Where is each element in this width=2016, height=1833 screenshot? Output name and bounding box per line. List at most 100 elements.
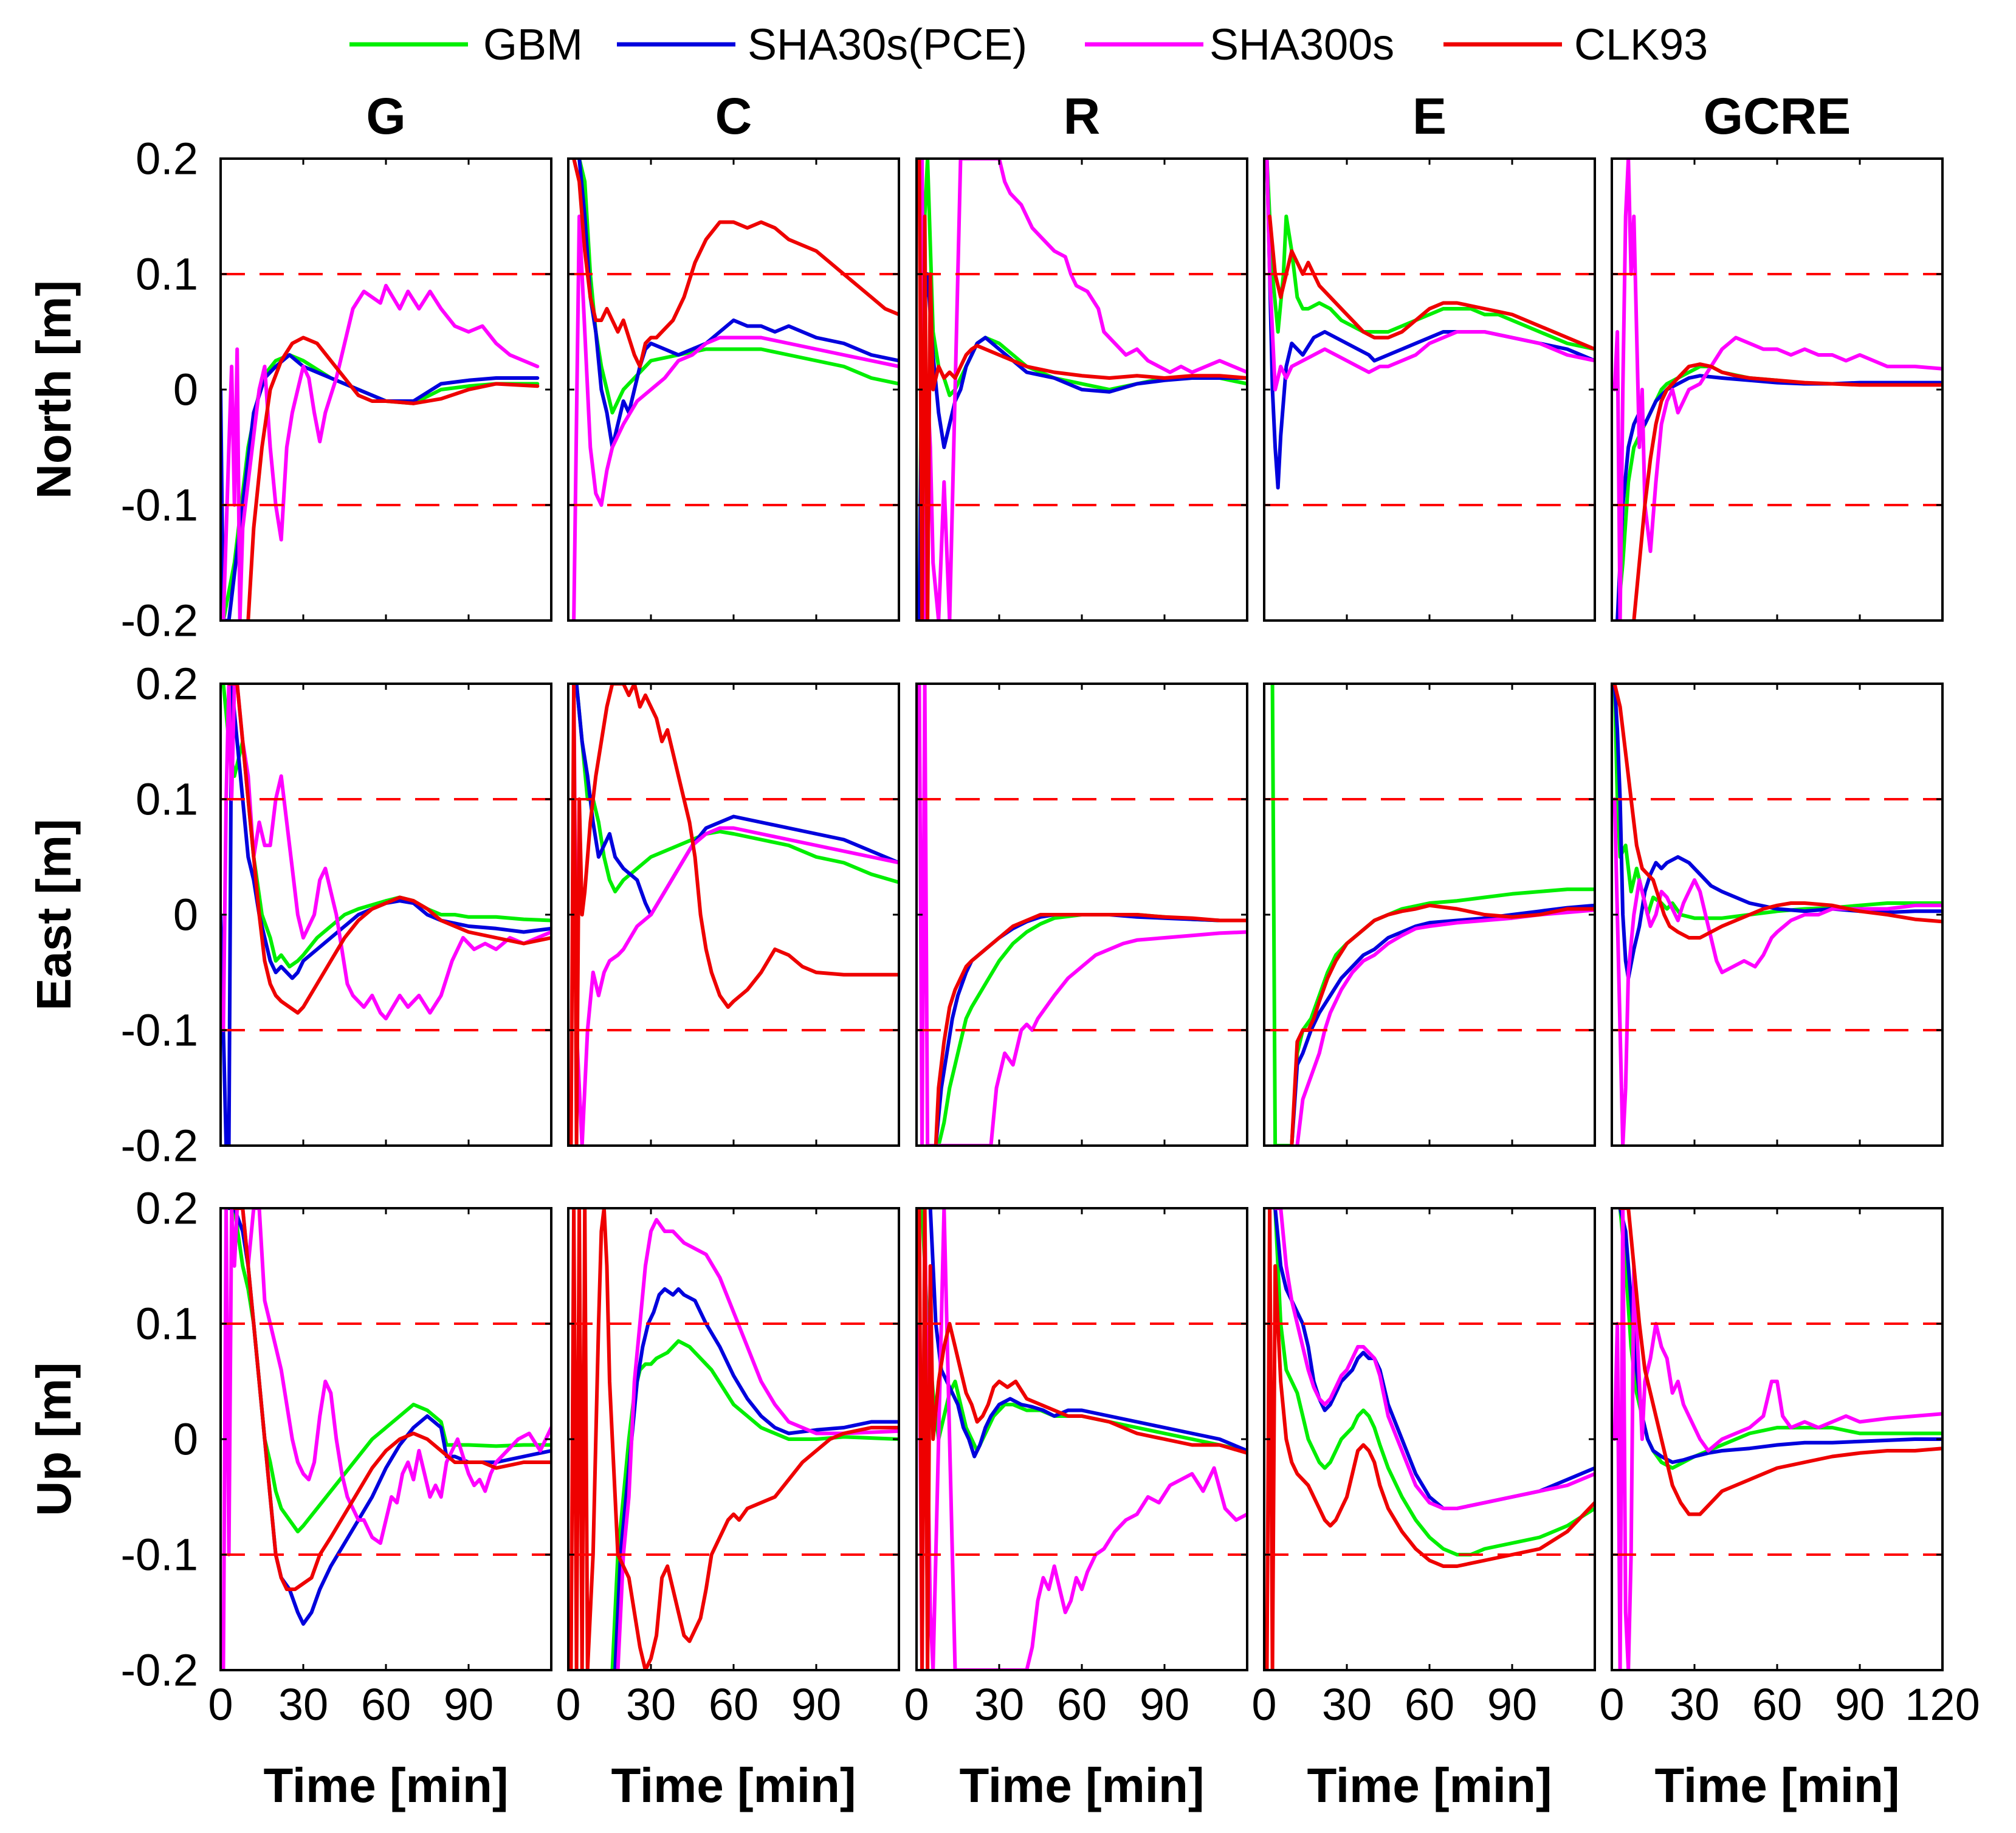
series-line-sha30s-pce- [928, 1208, 1247, 1459]
x-axis-title: Time [min] [1307, 1758, 1552, 1812]
y-tick-label: -0.2 [120, 1645, 198, 1696]
x-axis-labels: Time [min] Time [min] Time [min] Time [min]… [263, 1758, 1899, 1812]
x-tick-label: 90 [1835, 1679, 1885, 1730]
x-tick-label: 0 [1251, 1679, 1276, 1730]
series-line-sha300s [920, 159, 1247, 621]
panel-east-c [567, 683, 900, 1147]
plot-area [1612, 684, 1942, 1146]
series-line-clk93 [917, 1208, 1247, 1670]
panel-east-gcre [1611, 683, 1944, 1147]
panel-frame [219, 1207, 552, 1671]
row-labels: North [m] East [m] Up [m] [27, 280, 81, 1516]
x-axis-title: Time [min] [959, 1758, 1204, 1812]
series-line-gbm [1265, 159, 1595, 351]
column-title-gcre: GCRE [1704, 88, 1851, 145]
plot-area [1612, 159, 1942, 621]
series-line-clk93 [1632, 362, 1942, 621]
y-tick-label: 0.2 [136, 134, 198, 184]
panel-north-c [567, 157, 900, 622]
column-title-g: G [366, 88, 405, 145]
panel-up-r [915, 1207, 1248, 1671]
series-line-sha30s-pce- [1615, 374, 1942, 621]
x-tick-label: 90 [791, 1679, 841, 1730]
panel-up-c [567, 1207, 900, 1671]
series-line-gbm [920, 1208, 1247, 1453]
series-line-sha30s-pce- [1265, 159, 1595, 490]
series-line-sha300s [572, 684, 899, 1146]
plot-area [1264, 159, 1595, 506]
legend-item-sha300s: SHA300s [1085, 21, 1394, 69]
x-tick-label: 60 [1752, 1679, 1802, 1730]
x-tick-label: 0 [556, 1679, 580, 1730]
legend-label: SHA30s(PCE) [748, 21, 1027, 69]
column-title-r: R [1064, 88, 1101, 145]
plot-area [221, 684, 551, 1146]
x-tick-label: 60 [361, 1679, 411, 1730]
panels [219, 157, 1944, 1671]
series-line-sha300s [1295, 908, 1595, 1146]
y-tick-label: -0.2 [120, 596, 198, 646]
series-line-sha30s-pce- [1290, 903, 1595, 1146]
x-tick-label: 90 [1487, 1679, 1537, 1730]
series-line-sha30s-pce- [577, 159, 899, 449]
plot-area [917, 159, 1247, 621]
plot-area [568, 1208, 899, 1670]
series-line-clk93 [934, 913, 1247, 1146]
panel-north-e [1263, 157, 1596, 622]
series-line-gbm [1618, 1208, 1942, 1470]
plot-area [1612, 1208, 1942, 1670]
series-line-sha300s [572, 215, 899, 621]
x-tick-label: 60 [1405, 1679, 1454, 1730]
x-tick-label: 90 [1140, 1679, 1189, 1730]
column-titles: G C R E GCRE [366, 88, 1851, 145]
plot-area [1264, 1208, 1595, 1670]
y-tick-label: 0 [173, 890, 198, 940]
x-tick-label: 0 [1599, 1679, 1624, 1730]
series-line-clk93 [569, 1208, 899, 1670]
series-line-gbm [577, 159, 899, 414]
series-line-sha30s-pce- [1273, 1208, 1595, 1510]
series-line-sha30s-pce- [221, 684, 551, 1146]
x-tick-label: 0 [208, 1679, 233, 1730]
x-tick-label: 30 [974, 1679, 1024, 1730]
axis-ticks: -0.2 -0.1 0 0.1 0.2 -0.2 -0.1 0 0.1 0.2 -0.2 -0.1 0 0… [120, 134, 1980, 1730]
y-tick-label: -0.1 [120, 1005, 198, 1056]
panel-frame [1263, 1207, 1596, 1671]
series-line-clk93 [1265, 1208, 1595, 1670]
series-line-sha30s-pce- [613, 1287, 899, 1670]
x-tick-label: 30 [626, 1679, 676, 1730]
series-line-sha30s-pce- [917, 272, 1247, 621]
series-line-gbm [574, 684, 899, 893]
plot-area [568, 159, 899, 621]
x-axis-title: Time [min] [263, 1758, 508, 1812]
x-tick-label: 60 [709, 1679, 759, 1730]
x-axis-title: Time [min] [611, 1758, 856, 1812]
plot-area [568, 684, 899, 1146]
series-line-clk93 [227, 684, 551, 1015]
series-line-sha300s [917, 1208, 1247, 1670]
plot-area [221, 1208, 551, 1670]
legend: GBM SHA30s(PCE) SHA300s CLK93 [349, 21, 1708, 69]
x-tick-label: 30 [1322, 1679, 1372, 1730]
series-line-clk93 [569, 684, 899, 1146]
panel-frame [219, 683, 552, 1147]
legend-item-sha30s-pce-: SHA30s(PCE) [617, 21, 1027, 69]
panel-up-g [219, 1207, 552, 1671]
plot-area [221, 273, 551, 621]
series-line-clk93 [246, 335, 540, 621]
x-tick-label: 60 [1057, 1679, 1107, 1730]
series-line-sha300s [221, 1208, 551, 1670]
series-line-clk93 [232, 1208, 551, 1591]
ylabel-north: North [m] [27, 280, 81, 499]
series-line-clk93 [1290, 903, 1595, 1146]
series-line-sha300s [1612, 1208, 1942, 1670]
legend-label: CLK93 [1574, 21, 1708, 69]
panel-east-g [219, 683, 552, 1147]
series-line-clk93 [1268, 215, 1595, 351]
plot-area [1264, 684, 1595, 1146]
y-tick-label: 0.1 [136, 249, 198, 300]
x-tick-label: 120 [1905, 1679, 1980, 1730]
y-tick-label: 0.2 [136, 659, 198, 709]
series-line-sha300s [917, 684, 1247, 1146]
